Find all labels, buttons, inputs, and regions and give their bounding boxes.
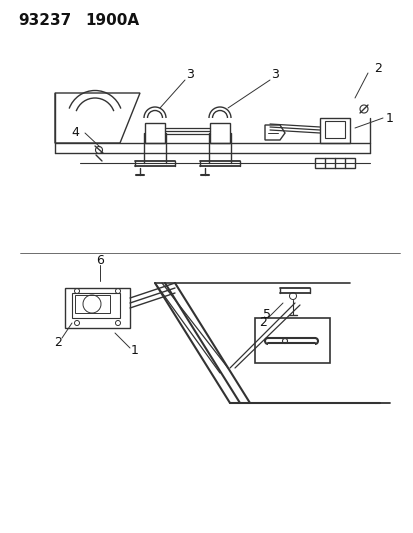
Text: 2: 2 [259, 317, 266, 329]
Text: 1900A: 1900A [85, 13, 139, 28]
Text: 1: 1 [385, 111, 393, 125]
Text: 5: 5 [262, 309, 271, 321]
Text: 93237: 93237 [18, 13, 71, 28]
Text: 6: 6 [96, 254, 104, 266]
Text: 2: 2 [54, 336, 62, 350]
Text: 3: 3 [271, 69, 278, 82]
Text: 4: 4 [71, 126, 79, 140]
Text: 1: 1 [131, 344, 139, 358]
Text: 3: 3 [185, 69, 193, 82]
Text: 2: 2 [373, 62, 381, 76]
